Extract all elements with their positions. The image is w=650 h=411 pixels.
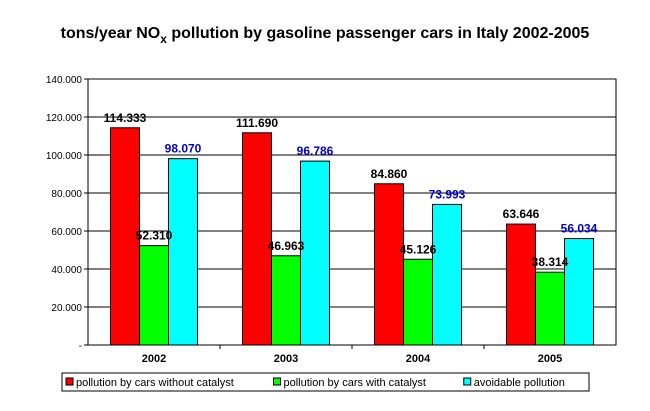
y-tick-label: 100.000 [46,151,83,162]
data-label: 73.993 [429,187,466,201]
y-tick-label: 60.000 [51,227,82,238]
bar [242,132,272,346]
axes: - 20.000 40.000 60.000 80.000 100.000 120.000 1… [46,75,562,365]
y-tick-label: 40.000 [51,265,82,276]
legend-label: avoidable pollution [474,377,565,389]
y-tick-label: 80.000 [51,189,82,200]
bar [374,183,404,346]
data-label: 38.314 [532,255,569,269]
bars [110,127,594,346]
data-label: 63.646 [503,207,540,221]
y-tick-label: - [79,341,82,352]
title-main: tons/year NO [61,25,161,42]
chart-title: tons/year NOx pollution by gasoline pass… [61,25,590,46]
legend-swatch [65,377,74,386]
bar [271,255,301,346]
bar [110,127,140,346]
data-label: 84.860 [371,167,408,181]
legend-swatch [463,377,472,386]
bar [139,245,169,346]
legend-label: pollution by cars without catalyst [76,377,234,389]
data-label: 45.126 [400,242,437,256]
x-tick-label: 2003 [274,353,298,365]
legend-box [61,372,590,392]
bar [564,238,594,346]
data-label: 98.070 [165,142,202,156]
bar [168,158,198,346]
bar [535,271,565,346]
data-label: 56.034 [561,222,598,236]
legend: pollution by cars without catalyst pollut… [61,372,590,392]
x-tick-label: 2002 [142,353,166,365]
bar [403,258,433,346]
data-label: 52.310 [136,229,173,243]
data-label: 46.963 [268,239,305,253]
y-tick-label: 140.000 [46,75,83,86]
legend-swatch [273,377,281,386]
title-subscript: x [160,32,167,46]
data-labels: 114.333 52.310 98.070 111.690 46.963 96.786 84… [104,111,598,269]
bar [432,203,462,346]
bar [506,223,536,346]
title-rest: pollution by gasoline passenger cars in … [167,25,589,42]
y-tick-label: 20.000 [51,303,82,314]
data-label: 96.786 [297,144,334,158]
x-tick-label: 2005 [538,353,562,365]
legend-label: pollution by cars with catalyst [284,377,426,389]
data-label: 114.333 [104,111,147,125]
x-tick-label: 2004 [406,353,431,365]
data-label: 111.690 [236,116,278,130]
y-tick-label: 120.000 [46,113,83,124]
bar [300,160,330,346]
